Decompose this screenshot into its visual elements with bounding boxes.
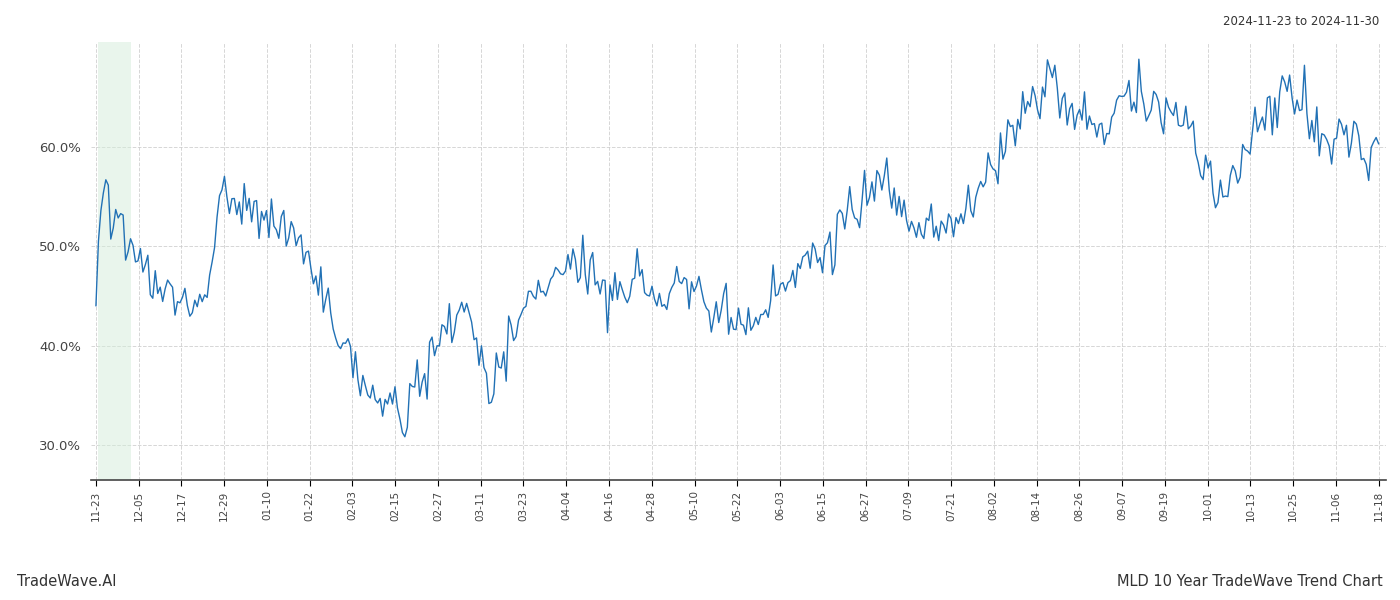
Bar	[98, 42, 130, 480]
Text: MLD 10 Year TradeWave Trend Chart: MLD 10 Year TradeWave Trend Chart	[1117, 574, 1383, 589]
Text: TradeWave.AI: TradeWave.AI	[17, 574, 116, 589]
Text: 2024-11-23 to 2024-11-30: 2024-11-23 to 2024-11-30	[1222, 15, 1379, 28]
